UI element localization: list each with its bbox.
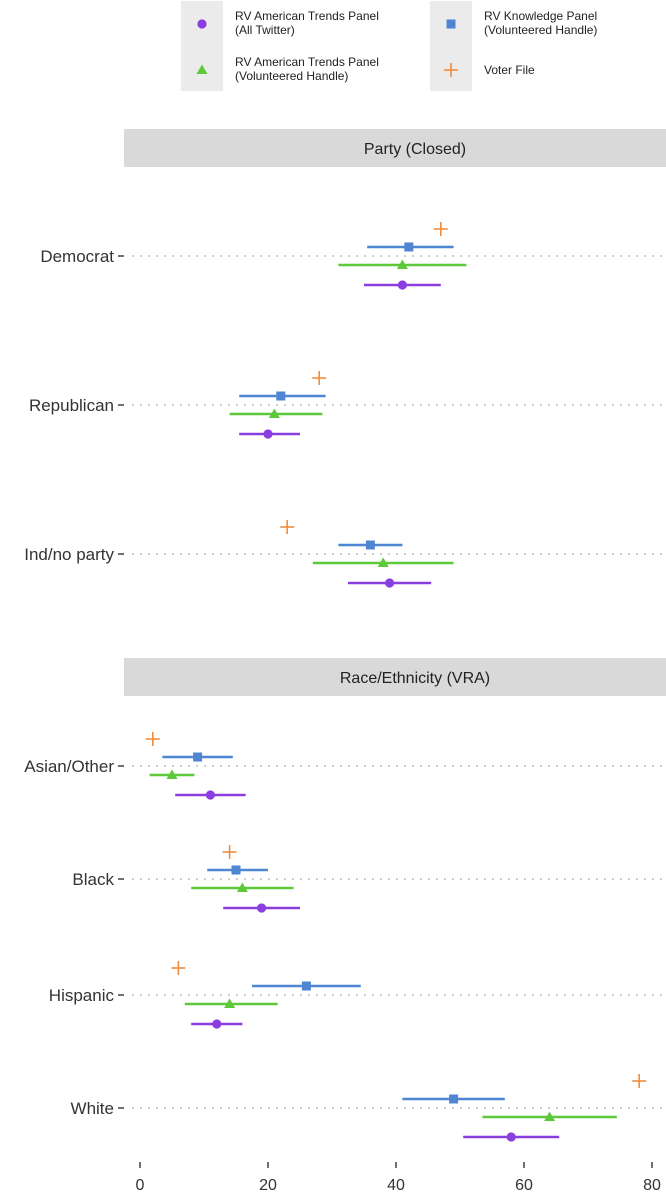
legend-label-line: (All Twitter) [235, 23, 295, 37]
category-label: Republican [29, 396, 114, 415]
point-kp_vol [231, 865, 241, 875]
point-atp_vol [166, 769, 178, 779]
category-label: White [71, 1099, 114, 1118]
point-atp_vol [236, 882, 248, 892]
category-label: Ind/no party [24, 545, 114, 564]
legend-label-line: RV Knowledge Panel [484, 9, 597, 23]
point-kp_vol [449, 1094, 459, 1104]
x-tick-label: 60 [515, 1177, 533, 1194]
point-atp_all [397, 280, 407, 290]
legend-label-line: Voter File [484, 63, 535, 77]
point-atp_all [263, 429, 273, 439]
legend-key-box-1 [430, 1, 472, 91]
point-kp_vol [301, 981, 311, 991]
point-atp_vol [544, 1111, 556, 1121]
point-atp_vol [224, 998, 236, 1008]
legend-label: RV American Trends Panel (Volunteered Han… [235, 55, 379, 83]
facet-title: Party (Closed) [364, 141, 466, 158]
legend-label: RV American Trends Panel (All Twitter) [235, 9, 379, 37]
legend: RV American Trends Panel (All Twitter)RV … [181, 1, 597, 91]
legend-label: RV Knowledge Panel (Volunteered Handle) [484, 9, 597, 37]
point-voter_file [312, 371, 327, 385]
legend-label-line: (Volunteered Handle) [484, 23, 597, 37]
point-atp_vol [377, 557, 389, 567]
legend-key-box-0 [181, 1, 223, 91]
legend-label-line: (Volunteered Handle) [235, 69, 348, 83]
facet-strip [124, 129, 666, 167]
x-tick-label: 0 [136, 1177, 145, 1194]
point-atp_all [205, 790, 215, 800]
point-atp_all [257, 903, 267, 913]
legend-key-square-icon [446, 19, 456, 29]
category-label: Black [72, 870, 114, 889]
point-atp_vol [396, 259, 408, 269]
point-kp_vol [365, 540, 375, 550]
point-atp_all [506, 1132, 516, 1142]
point-atp_vol [268, 408, 280, 418]
point-voter_file [433, 222, 448, 236]
facet-strip [124, 658, 666, 696]
point-kp_vol [404, 242, 414, 252]
legend-label-line: RV American Trends Panel [235, 9, 379, 23]
category-label: Democrat [40, 247, 114, 266]
point-voter_file [145, 732, 160, 746]
chart-marks [145, 222, 647, 1142]
point-atp_all [385, 578, 395, 588]
x-tick-label: 40 [387, 1177, 405, 1194]
point-voter_file [280, 520, 295, 534]
category-label: Asian/Other [24, 757, 114, 776]
x-axis: 0 20 40 60 80 [136, 1162, 661, 1194]
point-atp_all [212, 1019, 222, 1029]
point-kp_vol [193, 752, 203, 762]
facets: Party (Closed) Democrat Republican Ind/no p… [24, 129, 666, 1118]
point-voter_file [632, 1074, 647, 1088]
legend-key-plus-icon [444, 63, 458, 77]
point-voter_file [222, 845, 237, 859]
legend-label: Voter File [484, 63, 535, 77]
point-voter_file [171, 961, 186, 975]
category-label: Hispanic [49, 986, 115, 1005]
point-kp_vol [276, 391, 286, 401]
x-tick-label: 20 [259, 1177, 277, 1194]
legend-label-line: RV American Trends Panel [235, 55, 379, 69]
legend-key-circle-icon [197, 19, 207, 29]
x-tick-label: 80 [643, 1177, 661, 1194]
facet-title: Race/Ethnicity (VRA) [340, 670, 490, 687]
legend-key-triangle-icon [196, 64, 208, 74]
